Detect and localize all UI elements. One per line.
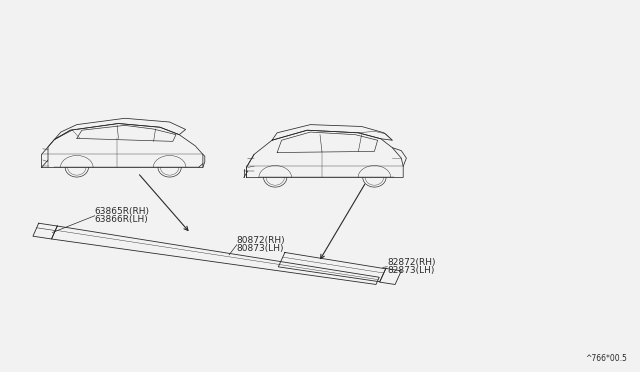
Text: ^766*00.5: ^766*00.5 <box>586 354 627 363</box>
Text: 63865R(RH): 63865R(RH) <box>95 207 150 216</box>
Text: 82872(RH): 82872(RH) <box>387 258 436 267</box>
Text: 63866R(LH): 63866R(LH) <box>95 215 148 224</box>
Text: 80873(LH): 80873(LH) <box>237 244 284 253</box>
Text: 80872(RH): 80872(RH) <box>237 236 285 245</box>
Text: 82873(LH): 82873(LH) <box>387 266 435 275</box>
